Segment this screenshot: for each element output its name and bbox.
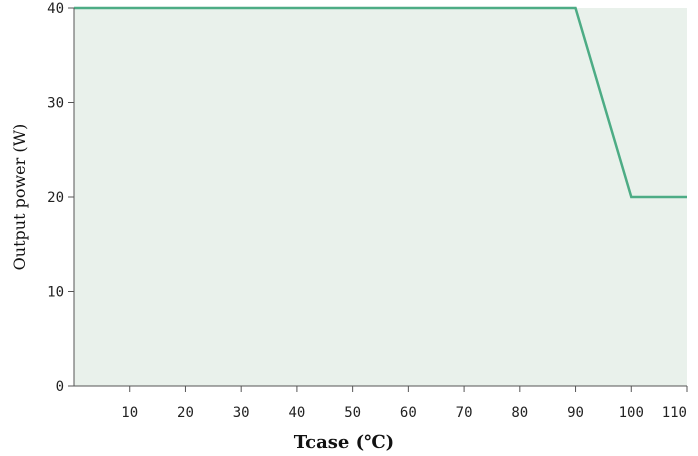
- x-tick-label: 80: [511, 405, 528, 421]
- y-tick-label: 0: [56, 379, 64, 395]
- plot-area: [74, 8, 687, 386]
- x-tick-label: 100: [619, 405, 644, 421]
- y-axis-title: Output power (W): [10, 124, 29, 271]
- x-tick-label: 20: [177, 405, 194, 421]
- x-tick-label: 60: [400, 405, 417, 421]
- x-tick-label: 40: [288, 405, 305, 421]
- axis-ticks: 10 20 30 40 50 60 70 80 90 100 110 0 10 20 30 40: [47, 1, 688, 421]
- y-tick-label: 30: [47, 96, 64, 112]
- y-tick-label: 40: [47, 1, 64, 17]
- chart-marks: [74, 6, 687, 199]
- x-tick-label: 10: [121, 405, 138, 421]
- x-tick-label: 30: [233, 405, 250, 421]
- series-line-0: [74, 6, 687, 199]
- y-tick-label: 10: [47, 285, 64, 301]
- x-tick-label: 110: [662, 405, 687, 421]
- y-tick-label: 20: [47, 190, 64, 206]
- x-tick-label: 50: [344, 405, 361, 421]
- x-tick-label: 90: [567, 405, 584, 421]
- x-tick-label: 70: [456, 405, 473, 421]
- x-axis-title: Tcase (℃): [294, 432, 394, 453]
